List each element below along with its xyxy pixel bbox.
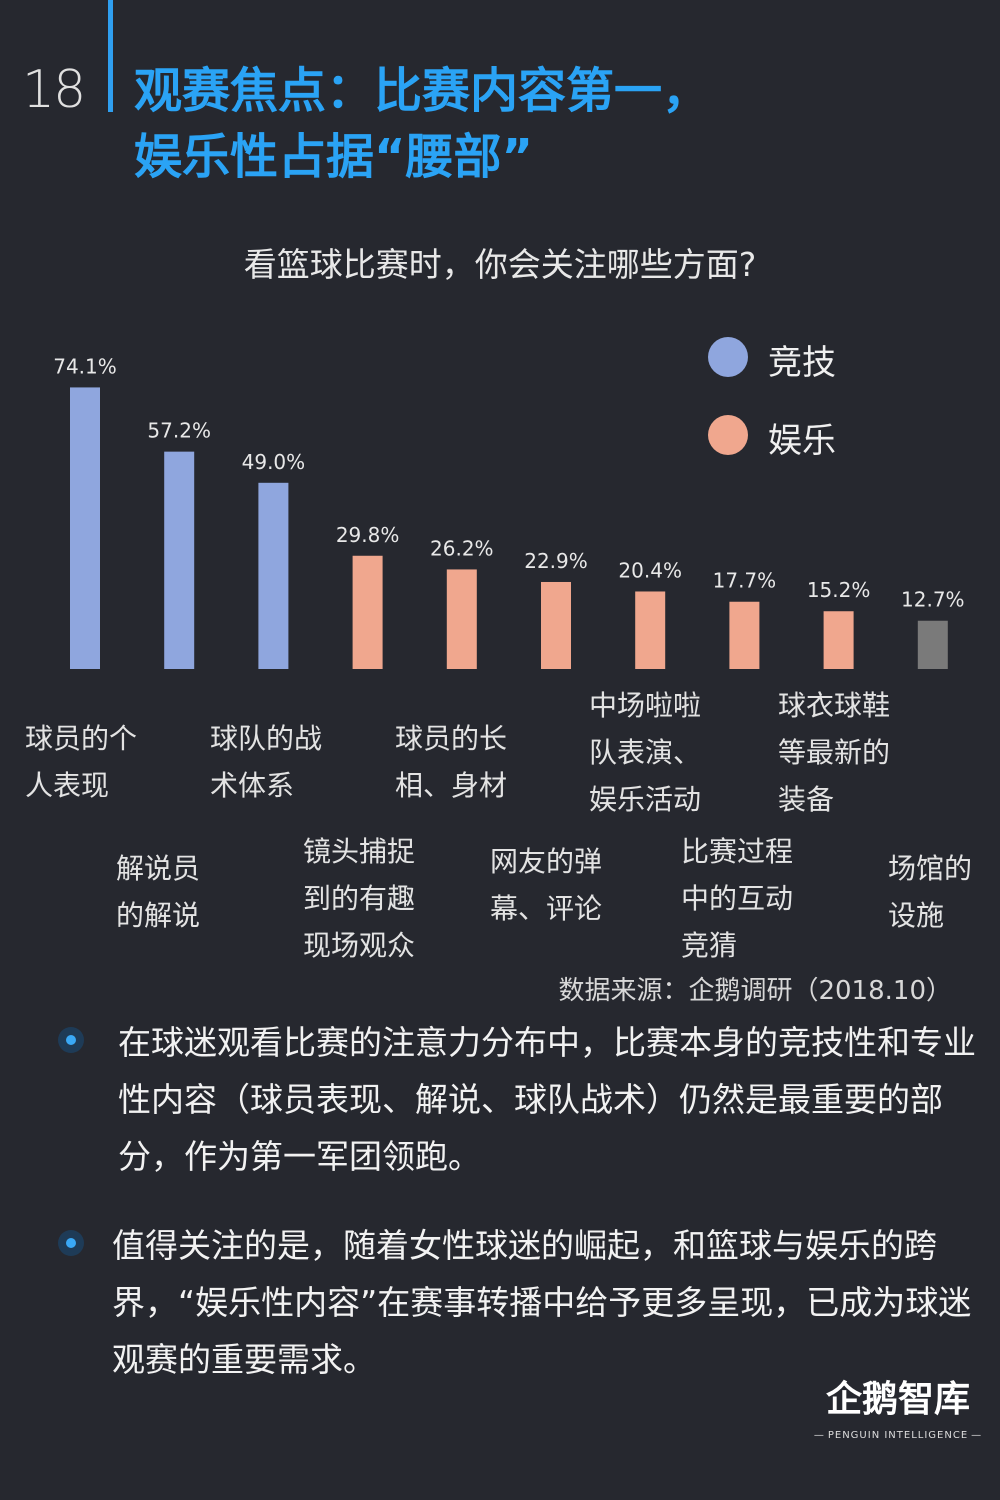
- category-label-line: 解说员: [116, 852, 201, 885]
- category-label-line: 的解说: [116, 899, 201, 932]
- penguin-intelligence-logo: 企鹅智库 PENGUIN INTELLIGENCE: [808, 1370, 988, 1441]
- category-label: 网友的弹 幕、评论: [490, 838, 602, 932]
- bar-value-label: 22.9%: [524, 549, 588, 573]
- category-label: 镜头捕捉到的有趣现场观众: [303, 828, 415, 969]
- legend-swatch-competitive: [708, 337, 748, 377]
- bar-value-label: 74.1%: [53, 354, 117, 378]
- paragraph-1: 在球迷观看比赛的注意力分布中，比赛本身的竞技性和专业性内容（球员表现、解说、球队…: [118, 1023, 976, 1176]
- category-label-line: 场馆的: [888, 852, 973, 885]
- page-number: 18: [22, 60, 86, 120]
- legend-label-competitive: 竞技: [768, 343, 836, 383]
- page-title: 观赛焦点：比赛内容第一， 娱乐性占据“腰部”: [134, 58, 710, 190]
- bar: [352, 555, 383, 669]
- bar: [729, 601, 760, 669]
- bar-value-label: 26.2%: [430, 536, 494, 560]
- category-label-line: 到的有趣: [303, 882, 416, 915]
- category-label-line: 竞猜: [681, 929, 738, 962]
- bar: [635, 591, 666, 669]
- title-accent-bar: [108, 0, 113, 112]
- category-label-line: 镜头捕捉: [303, 835, 416, 868]
- page-title-line-1: 观赛焦点：比赛内容第一，: [134, 63, 711, 119]
- category-label-line: 网友的弹: [490, 845, 603, 878]
- category-label-line: 中场啦啦: [589, 689, 702, 722]
- category-label-line: 设施: [888, 899, 945, 932]
- bar: [917, 620, 948, 669]
- bar-value-label: 29.8%: [336, 523, 400, 547]
- category-label-line: 队表演、: [589, 736, 702, 769]
- bar-value-label: 12.7%: [901, 588, 965, 612]
- page-title-line-2: 娱乐性占据“腰部”: [134, 129, 534, 185]
- bar-value-label: 20.4%: [618, 558, 682, 582]
- bar: [541, 581, 571, 669]
- category-label-line: 相、身材: [395, 769, 508, 802]
- category-label-line: 现场观众: [303, 929, 416, 962]
- logo-subtitle: PENGUIN INTELLIGENCE: [808, 1430, 988, 1441]
- bullet-icon: [58, 1230, 84, 1256]
- category-label: 比赛过程中的互动竞猜: [681, 828, 793, 969]
- category-label: 球队的战 术体系: [210, 715, 322, 809]
- category-label: 解说员 的解说: [116, 845, 200, 939]
- category-label: 球员的个 人表现: [25, 715, 137, 809]
- legend-label-entertainment: 娱乐: [768, 421, 836, 461]
- bar-value-label: 17.7%: [713, 569, 777, 593]
- bar: [823, 611, 854, 669]
- bar: [258, 482, 289, 669]
- paragraph-2: 值得关注的是，随着女性球迷的崛起，和篮球与娱乐的跨界，“娱乐性内容”在赛事转播中…: [112, 1226, 972, 1379]
- category-label: 场馆的 设施: [888, 845, 972, 939]
- bar: [164, 451, 195, 669]
- category-label-line: 球队的战: [210, 722, 323, 755]
- category-label-line: 球员的个: [25, 722, 138, 755]
- category-label-line: 术体系: [210, 769, 295, 802]
- bar: [446, 569, 477, 669]
- bar-chart: 74.1% 57.2% 49.0% 29.8% 26.2% 22.9% 20.4% 17.7%…: [53, 354, 965, 669]
- category-label: 球衣球鞋等最新的装备: [778, 682, 890, 823]
- bullet-icon: [58, 1027, 84, 1053]
- category-label-line: 装备: [778, 783, 835, 816]
- category-label-line: 等最新的: [778, 736, 891, 769]
- chart-title: 看篮球比赛时，你会关注哪些方面?: [243, 245, 757, 284]
- category-label-line: 中的互动: [681, 882, 794, 915]
- category-label-line: 比赛过程: [681, 835, 794, 868]
- bar: [70, 387, 100, 669]
- bar-value-label: 15.2%: [807, 578, 871, 602]
- category-label: 中场啦啦队表演、娱乐活动: [589, 682, 701, 823]
- data-source: 数据来源：企鹅调研（2018.10）: [558, 976, 952, 1006]
- category-label-line: 幕、评论: [490, 892, 603, 925]
- category-label-line: 球员的长: [395, 722, 508, 755]
- bar-value-label: 57.2%: [147, 419, 211, 443]
- category-label-line: 娱乐活动: [589, 783, 702, 816]
- bar-value-label: 49.0%: [242, 450, 306, 474]
- category-label: 球员的长 相、身材: [395, 715, 507, 809]
- legend-swatch-entertainment: [708, 415, 748, 455]
- category-label-line: 球衣球鞋: [778, 689, 891, 722]
- logo-text: 企鹅智库: [825, 1379, 970, 1420]
- category-label-line: 人表现: [25, 769, 110, 802]
